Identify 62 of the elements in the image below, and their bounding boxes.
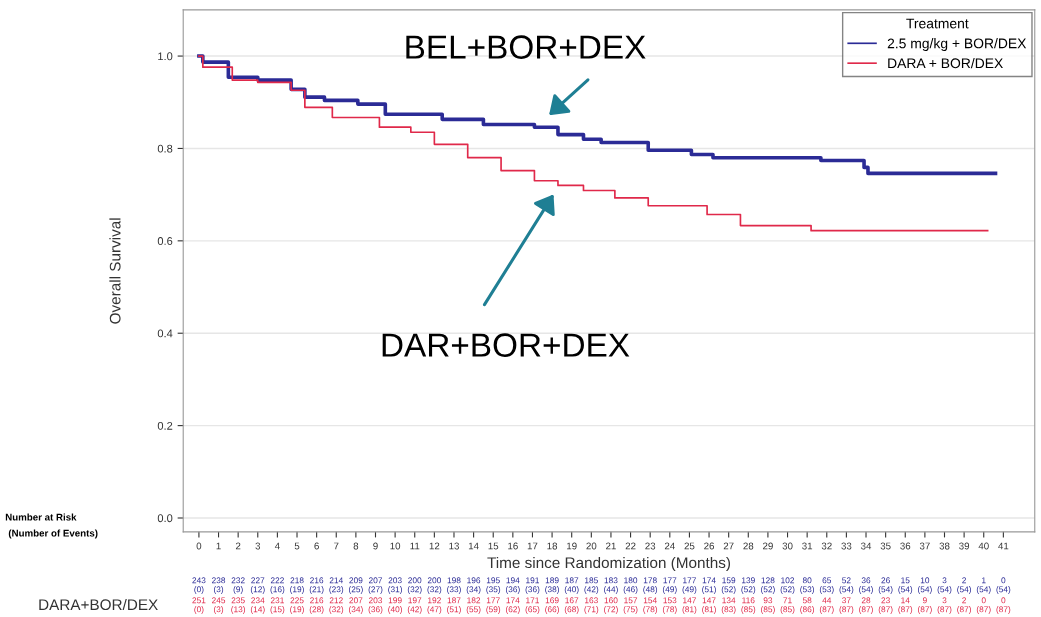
x-tick-label: 28 (743, 542, 754, 550)
legend-label: DARA + BOR/DEX (888, 57, 1003, 69)
x-tick-label: 24 (664, 542, 675, 550)
y-tick-label: 0.2 (157, 421, 173, 430)
x-tick-label: 7 (334, 542, 339, 550)
annotation: DAR+BOR+DEX (382, 333, 630, 357)
y-tick-label: 0.0 (157, 514, 173, 523)
annotation: BEL+BOR+DEX (406, 35, 646, 59)
x-tick-label: 40 (978, 542, 989, 550)
text: Number at Risk (5, 513, 77, 521)
x-tick-label: 16 (508, 542, 518, 550)
x-tick-label: 36 (900, 542, 911, 550)
text: 243 238 232 227 222 218 216 214 209 207 203 200 200 198 196 195 194 191 189 187 185 183 180 178 177 177 174 159 139 128 102 80 65 52 36 26 15 10 3 2 1 0 (192, 577, 1006, 584)
y-tick-label: 0.4 (157, 329, 173, 338)
y-tick-label: 0.8 (157, 144, 173, 153)
x-tick-label: 2 (235, 542, 241, 550)
x-tick-label: 8 (353, 542, 359, 550)
y-tick-label: 0.6 (157, 237, 173, 245)
x-tick-label: 6 (314, 542, 319, 550)
x-tick-label: 14 (468, 542, 479, 550)
x-tick-label: 29 (763, 542, 773, 550)
x-tick-label: 34 (860, 542, 872, 550)
text: (0) (3) (13) (14) (15) (19) (28) (32) (34) (36) (40) (42) (47) (51) (55) (59) (62) (65) (66) (68) (71) (72) (75) (78) (78) (81) (81) (83) (85) (85) (85) (86) (87) (87) (87) (87) (87) (87) (87) (87) (87) (87) (194, 606, 1011, 614)
x-tick-label: 22 (625, 542, 636, 550)
x-tick-label: 21 (606, 542, 616, 550)
x-tick-label: 23 (645, 542, 656, 550)
x-tick-label: 27 (723, 542, 734, 550)
x-tick-label: 32 (821, 542, 832, 550)
x-tick-label: 18 (547, 542, 558, 550)
legend-label: 2.5 mg/kg + BOR/DEX (887, 38, 1027, 52)
x-tick-label: 3 (255, 542, 261, 550)
x-tick-label: 19 (567, 542, 577, 550)
x-tick-label: 11 (410, 542, 420, 550)
x-tick-label: 12 (429, 542, 440, 550)
x-axis-title: Time since Randomization (Months) (487, 556, 731, 572)
text: (Number of Events) (8, 529, 98, 539)
x-tick-label: 37 (919, 542, 930, 550)
text: (0) (3) (9) (12) (16) (19) (21) (23) (25) (27) (31) (32) (32) (33) (34) (35) (36) (36) (38) (40) (42) (44) (46) (48) (49) (49) (51) (52) (52) (52) (52) (53) (53) (54) (54) (54) (54) (54) (54) (54) (54) (54) (194, 586, 1011, 594)
x-tick-label: 25 (684, 542, 695, 550)
x-tick-label: 15 (488, 542, 499, 550)
x-tick-label: 13 (449, 542, 459, 550)
x-tick-label: 31 (802, 542, 813, 550)
legend-title: Treatment (906, 18, 969, 29)
x-tick-label: 30 (782, 542, 793, 550)
x-tick-label: 41 (998, 542, 1009, 550)
x-tick-label: 9 (373, 542, 378, 550)
x-tick-label: 38 (939, 542, 950, 550)
x-tick-label: 20 (586, 542, 597, 550)
x-tick-label: 39 (959, 542, 970, 550)
y-tick-label: 1.0 (158, 52, 173, 61)
x-tick-label: 5 (294, 542, 300, 550)
x-tick-label: 1 (216, 542, 221, 550)
x-tick-label: 33 (841, 542, 852, 550)
x-tick-label: 17 (527, 542, 538, 550)
x-tick-label: 0 (196, 542, 202, 550)
x-tick-label: 35 (880, 542, 891, 550)
text: 251 245 235 234 231 225 216 212 207 203 199 197 192 187 182 177 174 171 169 167 163 160 157 154 153 147 147 134 116 93 71 58 44 37 28 23 14 9 3 2 0 0 (192, 597, 1006, 604)
x-tick-label: 10 (390, 542, 401, 550)
text: DARA+BOR/DEX (39, 598, 158, 611)
y-axis-title: Overall Survival (109, 218, 121, 324)
x-tick-label: 26 (704, 542, 715, 550)
x-tick-label: 4 (274, 542, 280, 550)
